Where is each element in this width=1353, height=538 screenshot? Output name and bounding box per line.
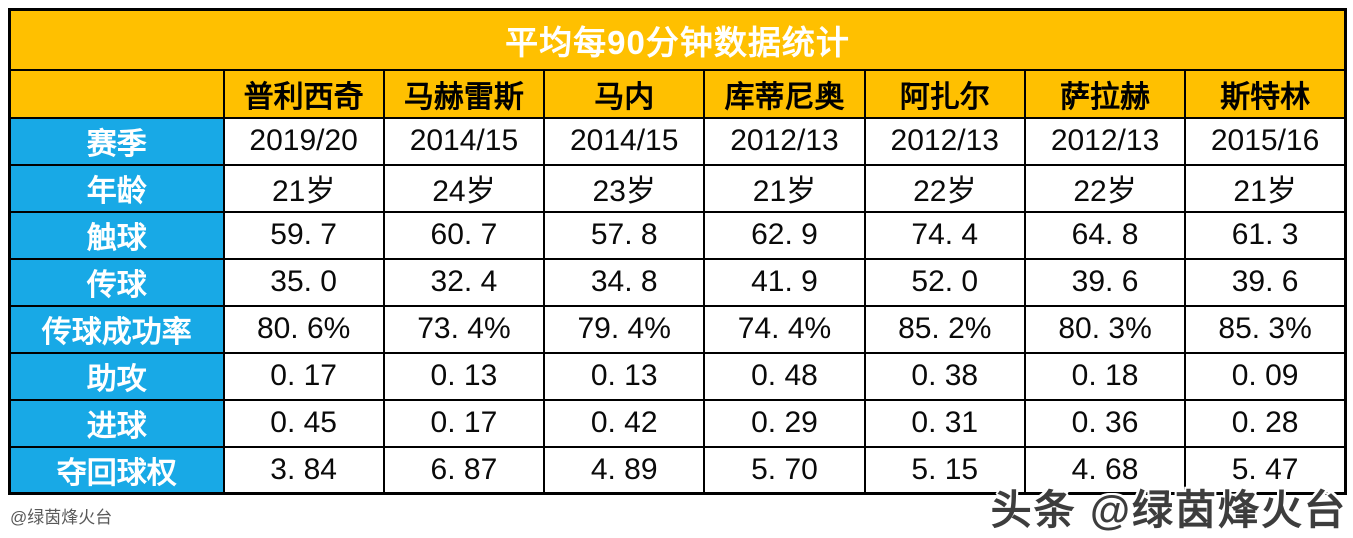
data-cell: 23岁	[543, 163, 706, 213]
data-cell: 0. 45	[222, 398, 385, 448]
table-row-pass-success-rate: 传球成功率 80. 6% 73. 4% 79. 4% 74. 4% 85. 2%…	[8, 304, 1347, 354]
data-cell: 0. 48	[703, 351, 866, 401]
column-header-pulisic: 普利西奇	[222, 68, 385, 119]
data-cell: 4. 68	[1023, 445, 1187, 495]
table-row-age: 年龄 21岁 24岁 23岁 21岁 22岁 22岁 21岁	[8, 163, 1347, 213]
data-cell: 5. 70	[703, 445, 866, 495]
row-label-recoveries: 夺回球权	[8, 445, 225, 495]
table-row-goals: 进球 0. 45 0. 17 0. 42 0. 29 0. 31 0. 36 0…	[8, 398, 1347, 448]
title-row: 平均每90分钟数据统计	[8, 8, 1347, 71]
data-cell: 52. 0	[863, 257, 1026, 307]
data-cell: 74. 4	[863, 210, 1026, 260]
row-label-assists: 助攻	[8, 351, 225, 401]
data-cell: 2012/13	[863, 116, 1026, 166]
table-row-assists: 助攻 0. 17 0. 13 0. 13 0. 48 0. 38 0. 18 0…	[8, 351, 1347, 401]
data-cell: 32. 4	[382, 257, 546, 307]
data-cell: 59. 7	[222, 210, 385, 260]
column-header-sterling: 斯特林	[1184, 68, 1347, 119]
data-cell: 85. 2%	[863, 304, 1026, 354]
data-cell: 22岁	[863, 163, 1026, 213]
data-cell: 0. 17	[222, 351, 385, 401]
table-title: 平均每90分钟数据统计	[8, 8, 1347, 71]
row-label-goals: 进球	[8, 398, 225, 448]
data-cell: 0. 42	[543, 398, 706, 448]
table-row-season: 赛季 2019/20 2014/15 2014/15 2012/13 2012/…	[8, 116, 1347, 166]
data-cell: 60. 7	[382, 210, 546, 260]
data-cell: 39. 6	[1184, 257, 1347, 307]
data-cell: 61. 3	[1184, 210, 1347, 260]
data-cell: 0. 09	[1184, 351, 1347, 401]
data-cell: 2015/16	[1184, 116, 1347, 166]
header-row: 普利西奇 马赫雷斯 马内 库蒂尼奥 阿扎尔 萨拉赫 斯特林	[8, 68, 1347, 119]
data-cell: 39. 6	[1023, 257, 1187, 307]
corner-cell	[8, 68, 225, 119]
data-cell: 21岁	[1184, 163, 1347, 213]
column-header-salah: 萨拉赫	[1023, 68, 1187, 119]
table-row-touches: 触球 59. 7 60. 7 57. 8 62. 9 74. 4 64. 8 6…	[8, 210, 1347, 260]
data-cell: 2012/13	[1023, 116, 1187, 166]
data-cell: 21岁	[703, 163, 866, 213]
data-cell: 2019/20	[222, 116, 385, 166]
data-cell: 0. 13	[543, 351, 706, 401]
data-cell: 0. 13	[382, 351, 546, 401]
row-label-pass-success-rate: 传球成功率	[8, 304, 225, 354]
data-cell: 0. 36	[1023, 398, 1187, 448]
watermark-large: 头条 @绿茵烽火台	[990, 487, 1347, 533]
data-cell: 0. 18	[1023, 351, 1187, 401]
column-header-hazard: 阿扎尔	[863, 68, 1026, 119]
data-cell: 41. 9	[703, 257, 866, 307]
data-cell: 0. 38	[863, 351, 1026, 401]
row-label-season: 赛季	[8, 116, 225, 166]
data-cell: 5. 47	[1184, 445, 1347, 495]
row-label-touches: 触球	[8, 210, 225, 260]
data-cell: 6. 87	[382, 445, 546, 495]
data-cell: 74. 4%	[703, 304, 866, 354]
watermark-small: @绿茵烽火台	[10, 508, 113, 527]
data-cell: 34. 8	[543, 257, 706, 307]
data-cell: 0. 28	[1184, 398, 1347, 448]
data-cell: 80. 3%	[1023, 304, 1187, 354]
stats-table: 平均每90分钟数据统计 普利西奇 马赫雷斯 马内 库蒂尼奥 阿扎尔 萨拉赫 斯特…	[8, 8, 1347, 495]
data-cell: 73. 4%	[382, 304, 546, 354]
data-cell: 24岁	[382, 163, 546, 213]
data-cell: 64. 8	[1023, 210, 1187, 260]
row-label-age: 年龄	[8, 163, 225, 213]
data-cell: 3. 84	[222, 445, 385, 495]
data-cell: 4. 89	[543, 445, 706, 495]
data-cell: 35. 0	[222, 257, 385, 307]
data-cell: 0. 17	[382, 398, 546, 448]
data-cell: 0. 29	[703, 398, 866, 448]
data-cell: 5. 15	[863, 445, 1026, 495]
column-header-mane: 马内	[543, 68, 706, 119]
data-cell: 79. 4%	[543, 304, 706, 354]
data-cell: 22岁	[1023, 163, 1187, 213]
data-cell: 80. 6%	[222, 304, 385, 354]
column-header-mahrez: 马赫雷斯	[382, 68, 546, 119]
data-cell: 85. 3%	[1184, 304, 1347, 354]
table-row-passes: 传球 35. 0 32. 4 34. 8 41. 9 52. 0 39. 6 3…	[8, 257, 1347, 307]
data-cell: 2014/15	[543, 116, 706, 166]
data-cell: 21岁	[222, 163, 385, 213]
data-cell: 62. 9	[703, 210, 866, 260]
data-cell: 2012/13	[703, 116, 866, 166]
table-row-recoveries: 夺回球权 3. 84 6. 87 4. 89 5. 70 5. 15 4. 68…	[8, 445, 1347, 495]
column-header-coutinho: 库蒂尼奥	[703, 68, 866, 119]
data-cell: 57. 8	[543, 210, 706, 260]
row-label-passes: 传球	[8, 257, 225, 307]
data-cell: 0. 31	[863, 398, 1026, 448]
data-cell: 2014/15	[382, 116, 546, 166]
